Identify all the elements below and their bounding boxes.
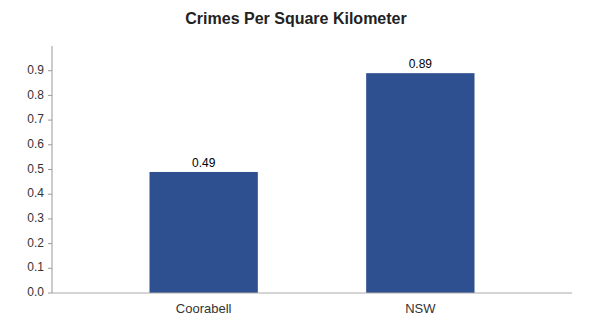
y-tick-label: 0.3 [27,211,44,225]
y-tick-label: 0.5 [27,162,44,176]
y-tick [48,218,52,219]
y-tick [48,70,52,71]
y-tick [48,95,52,96]
x-axis-line [52,293,572,294]
y-tick [48,120,52,121]
data-label: 0.49 [192,156,216,170]
y-tick [48,293,52,294]
x-tick-label: NSW [405,301,436,316]
chart-title: Crimes Per Square Kilometer [185,10,406,27]
y-tick [48,243,52,244]
y-tick [48,194,52,195]
bar [150,172,258,293]
y-tick-label: 0.8 [27,88,44,102]
y-tick-label: 0.0 [27,285,44,299]
bar [366,73,474,293]
y-tick-label: 0.7 [27,112,44,126]
y-tick-label: 0.1 [27,260,44,274]
bars [150,73,475,293]
y-tick [48,169,52,170]
data-label: 0.89 [409,57,433,71]
chart-container: Crimes Per Square Kilometer 0.0 0.1 0.2 0.3 0… [0,0,592,333]
y-tick-label: 0.2 [27,236,44,250]
y-tick-label: 0.4 [27,186,44,200]
x-tick-label: Coorabell [176,301,232,316]
chart-svg: Crimes Per Square Kilometer 0.0 0.1 0.2 0.3 0… [0,0,592,333]
y-tick [48,268,52,269]
y-tick-label: 0.9 [27,63,44,77]
y-tick [48,144,52,145]
y-tick-label: 0.6 [27,137,44,151]
